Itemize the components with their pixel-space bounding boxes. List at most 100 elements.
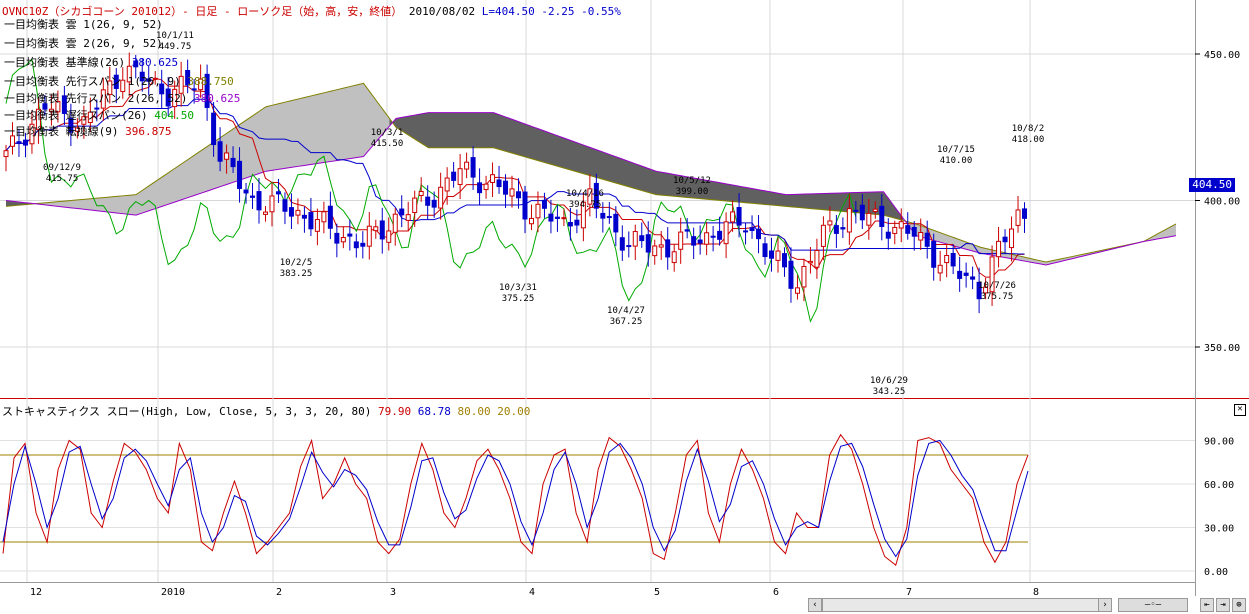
cloud-segment [695, 178, 702, 199]
cloud-segment [1065, 256, 1072, 261]
candle-body [392, 213, 398, 233]
cloud-segment [1163, 227, 1170, 239]
cloud-segment [58, 201, 65, 208]
candle-body [788, 260, 794, 289]
candle-body [613, 213, 619, 233]
zoom-out-icon[interactable]: ⇤ [1200, 598, 1214, 612]
cloud-segment [246, 115, 253, 178]
legend-item-tenkan[interactable]: 一目均衡表 転換線(9) 396.875 [4, 124, 171, 139]
cloud-segment [610, 154, 617, 184]
annotation-date: 09/12/9 [43, 163, 81, 173]
candle-body [366, 225, 372, 247]
candle-body [444, 177, 450, 192]
candle-body [516, 191, 521, 199]
legend-item-kijun[interactable]: 一目均衡表 基準線(26) 380.625 [4, 55, 178, 70]
scroll-left-button[interactable]: ‹ [808, 598, 822, 612]
legend-item-chikou[interactable]: 一目均衡表 遅行スパン(26) 404.50 [4, 108, 194, 123]
annotation-value: 343.25 [873, 387, 906, 397]
candle-body [801, 265, 807, 288]
candle-body [269, 195, 275, 213]
candle-body [957, 270, 963, 279]
candle-body [464, 161, 470, 170]
candle-body [671, 251, 677, 264]
candle-body [477, 182, 483, 194]
cloud-segment [376, 100, 383, 142]
candle-body [61, 95, 67, 114]
legend-item-cloud2[interactable]: 一目均衡表 雲 2(26, 9, 52) [4, 36, 163, 51]
time-axis-label: 2 [276, 587, 282, 598]
scroll-right-button[interactable]: › [1098, 598, 1112, 612]
cloud-segment [305, 95, 312, 166]
stoch-tick-label: 90.00 [1204, 437, 1234, 448]
candle-body [885, 231, 891, 239]
annotation-date: 10/3/31 [499, 283, 537, 293]
candle-body [996, 240, 1002, 258]
candle-body [204, 73, 210, 108]
candle-body [87, 111, 93, 124]
cloud-segment [285, 100, 292, 169]
legend-item-senkou2[interactable]: 一目均衡表 先行スパン 2(26, 52) 380.625 [4, 91, 240, 106]
fit-icon[interactable]: ⊕ [1232, 598, 1246, 612]
candle-body [113, 74, 119, 89]
close-panel-icon[interactable]: ✕ [1234, 404, 1246, 416]
cloud-segment [324, 91, 331, 163]
candle-body [146, 78, 152, 82]
candle-body [139, 71, 145, 82]
cloud-segment [883, 191, 890, 217]
horizontal-scrollbar[interactable] [822, 598, 1112, 612]
cloud-segment [6, 200, 13, 207]
candle-body [684, 229, 690, 232]
annotation-date: 10/4/16 [566, 189, 604, 199]
candle-body [503, 180, 509, 195]
zoom-in-icon[interactable]: ⇥ [1216, 598, 1230, 612]
cloud-segment [363, 83, 370, 157]
annotation-date: 10/1/11 [156, 31, 194, 41]
senkou-span-a-line [5, 82, 1177, 263]
time-axis-label: 3 [390, 587, 396, 598]
cloud-segment [558, 136, 565, 169]
candle-body [983, 286, 989, 294]
annotation-value: 415.75 [46, 174, 79, 184]
cloud-segment [116, 195, 123, 214]
candle-body [425, 196, 431, 206]
candle-body [950, 252, 956, 267]
candle-body [814, 249, 820, 268]
candle-body [717, 230, 723, 240]
annotation-date: 10/2/5 [280, 258, 313, 268]
cloud-segment [188, 155, 195, 198]
legend-label: 一目均衡表 先行スパン 2(26, 52) [4, 92, 188, 105]
candle-body [42, 103, 48, 110]
cloud-segment [162, 172, 169, 207]
price-tick-label: 450.00 [1204, 50, 1240, 61]
time-axis-label: 8 [1033, 587, 1039, 598]
candle-body [678, 231, 684, 250]
candle-body [756, 228, 762, 240]
annotation-date: 10/4/27 [607, 306, 645, 316]
header-change: -2.25 [541, 5, 575, 18]
time-axis-label: 12 [30, 587, 42, 598]
candle-body [1015, 209, 1021, 226]
cloud-segment [168, 168, 175, 205]
candle-body [159, 83, 165, 95]
candle-body [528, 217, 534, 225]
candle-body [704, 232, 710, 245]
candle-body [970, 276, 976, 280]
zoom-slider-icon[interactable]: —◦— [1118, 598, 1188, 612]
candle-body [340, 237, 346, 243]
cloud-segment [747, 187, 754, 204]
candle-body [165, 88, 171, 107]
candle-body [846, 208, 852, 233]
candle-body [723, 221, 729, 245]
stoch-tick-label: 60.00 [1204, 480, 1234, 491]
cloud-segment [623, 159, 630, 188]
candle-body [769, 250, 775, 259]
cloud-segment [779, 193, 786, 207]
cloud-segment [448, 112, 455, 148]
legend-item-cloud1[interactable]: 一目均衡表 雲 1(26, 9, 52) [4, 17, 163, 32]
candle-body [736, 207, 742, 226]
cloud-segment [318, 92, 325, 164]
candle-body [872, 208, 878, 212]
legend-item-senkou1[interactable]: 一目均衡表 先行スパン 1(26, 9) 388.750 [4, 74, 234, 89]
candle-body [567, 221, 573, 227]
candle-body [16, 141, 22, 145]
